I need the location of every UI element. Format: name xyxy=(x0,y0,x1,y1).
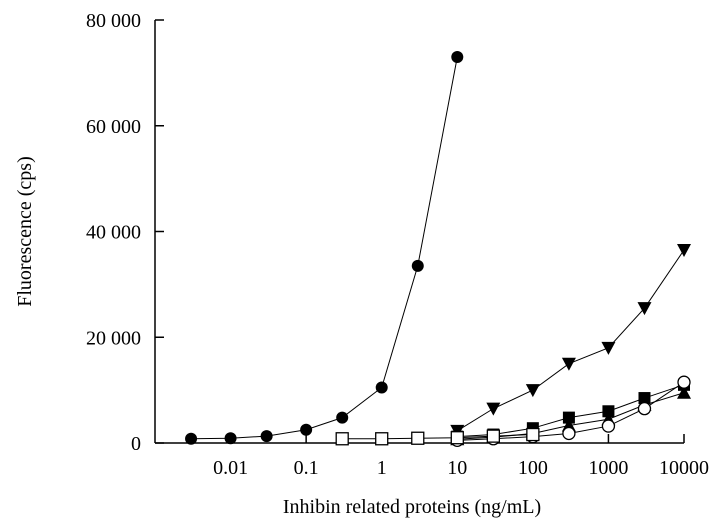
data-point xyxy=(450,431,464,445)
data-point xyxy=(224,432,237,445)
data-point xyxy=(677,385,691,399)
data-point xyxy=(375,381,388,394)
x-tick-label: 10 xyxy=(447,457,467,479)
series-layer xyxy=(185,51,691,448)
data-point xyxy=(335,432,349,446)
y-axis-title: Fluorescence (cps) xyxy=(14,156,36,307)
data-point xyxy=(411,431,425,445)
y-tick-label: 20 000 xyxy=(86,327,141,349)
x-tick-label: 1000 xyxy=(588,457,628,479)
x-tick-label: 10000 xyxy=(659,457,709,479)
data-point xyxy=(260,430,273,443)
y-tick-label: 40 000 xyxy=(86,222,141,244)
data-point xyxy=(300,423,313,436)
data-point xyxy=(677,244,691,258)
series-5 xyxy=(335,427,540,446)
x-tick-label: 1 xyxy=(377,457,387,479)
series-0 xyxy=(185,51,464,445)
x-axis-title: Inhibin related proteins (ng/mL) xyxy=(283,496,541,518)
y-tick-label: 80 000 xyxy=(86,10,141,32)
data-point xyxy=(486,429,500,443)
x-tick-label: 100 xyxy=(518,457,548,479)
data-point xyxy=(336,411,349,424)
x-tick-label: 0.1 xyxy=(294,457,319,479)
data-point xyxy=(601,419,616,433)
data-point xyxy=(561,357,576,371)
y-tick-label: 0 xyxy=(131,433,141,455)
data-point xyxy=(677,375,691,389)
x-tick-label: 0.01 xyxy=(213,457,248,479)
data-point xyxy=(562,426,576,441)
data-point xyxy=(486,402,501,416)
data-point xyxy=(525,384,540,398)
data-point xyxy=(375,432,389,446)
data-point xyxy=(637,401,652,416)
data-point xyxy=(637,302,652,316)
data-point xyxy=(601,341,616,355)
axes xyxy=(154,19,685,444)
series-1 xyxy=(450,244,691,438)
data-point xyxy=(602,405,615,418)
labels-layer: 0 20 000 40 000 60 000 80 000 0.01 0.1 1 10 100 10… xyxy=(14,10,709,518)
series-line xyxy=(191,56,458,440)
data-point xyxy=(526,427,540,442)
data-point xyxy=(185,432,198,445)
y-tick-label: 60 000 xyxy=(86,116,141,138)
data-point xyxy=(562,411,575,424)
data-point xyxy=(411,259,424,272)
data-point xyxy=(451,51,464,64)
